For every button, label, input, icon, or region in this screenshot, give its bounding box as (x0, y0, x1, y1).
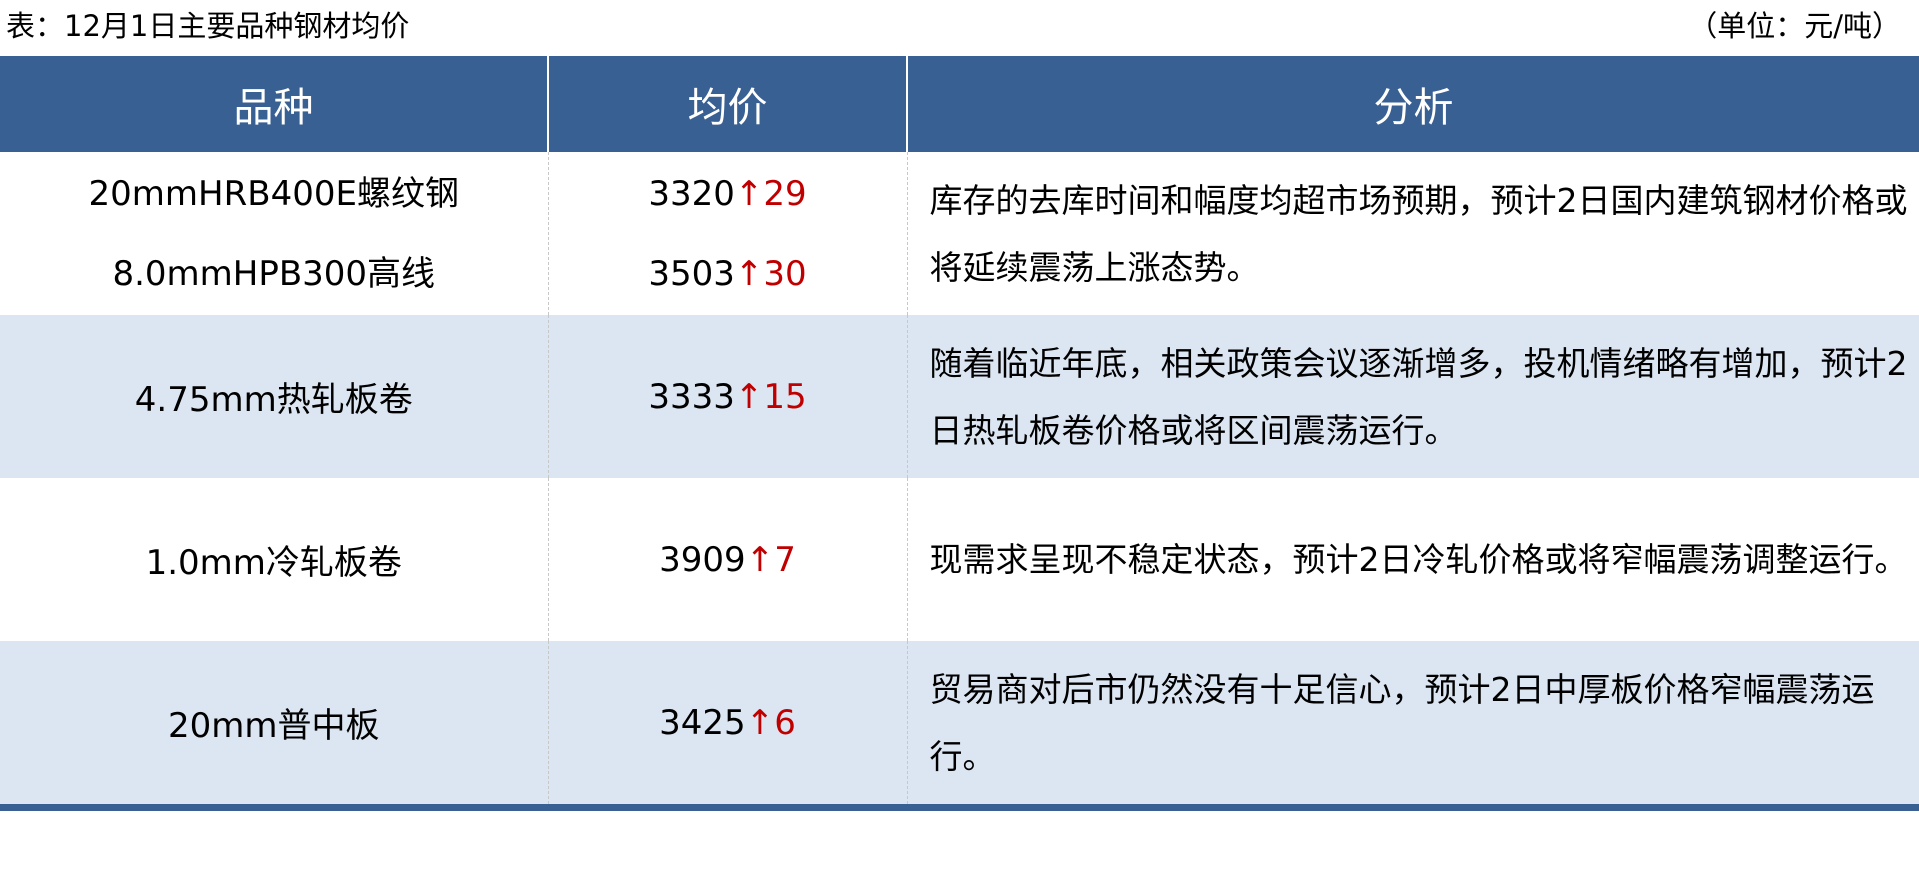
price-cell: 3320↑29 3503↑30 (547, 152, 907, 315)
analysis-cell: 贸易商对后市仍然没有十足信心，预计2日中厚板价格窄幅震荡运行。 (906, 641, 1919, 808)
table-row: 20mm普中板 3425↑6 贸易商对后市仍然没有十足信心，预计2日中厚板价格窄… (0, 641, 1919, 808)
price-change: 6 (774, 702, 796, 743)
price-change: 29 (763, 173, 807, 214)
price-value: 3425 (659, 702, 746, 743)
header-analysis: 分析 (906, 56, 1919, 152)
price-change: 30 (763, 253, 807, 294)
price-value: 3320 (648, 173, 735, 214)
variety-name: 1.0mm冷轧板卷 (145, 543, 402, 583)
price-value: 3503 (648, 253, 735, 294)
variety-cell: 20mmHRB400E螺纹钢 8.0mmHPB300高线 (0, 152, 548, 315)
analysis-cell: 库存的去库时间和幅度均超市场预期，预计2日国内建筑钢材价格或将延续震荡上涨态势。 (906, 152, 1919, 315)
variety-name: 20mm普中板 (0, 641, 548, 808)
table-caption: 表：12月1日主要品种钢材均价 (6, 9, 410, 43)
table-row: 20mmHRB400E螺纹钢 8.0mmHPB300高线 3320↑29 350… (0, 152, 1919, 315)
price-value: 3909 (659, 539, 746, 580)
header-price: 均价 (547, 56, 907, 152)
variety-name: 20mmHRB400E螺纹钢 (88, 173, 459, 214)
arrow-up-icon: ↑ (734, 253, 764, 294)
unit-label: （单位：元/吨） (1688, 9, 1901, 43)
header-variety: 品种 (0, 56, 548, 152)
table-row: 4.75mm热轧板卷 3333↑15 随着临近年底，相关政策会议逐渐增多，投机情… (0, 315, 1919, 478)
price-value: 3333 (648, 376, 735, 417)
analysis-cell: 随着临近年底，相关政策会议逐渐增多，投机情绪略有增加，预计2日热轧板卷价格或将区… (906, 315, 1919, 478)
analysis-cell: 现需求呈现不稳定状态，预计2日冷轧价格或将窄幅震荡调整运行。 (906, 478, 1919, 641)
price-cell: 3333↑15 (547, 315, 907, 478)
arrow-up-icon: ↑ (734, 173, 764, 214)
arrow-up-icon: ↑ (745, 702, 775, 743)
price-cell: 3909↑7 (547, 478, 907, 641)
price-change: 7 (774, 539, 796, 580)
arrow-up-icon: ↑ (745, 539, 775, 580)
steel-price-table: 品种 均价 分析 20mmHRB400E螺纹钢 8.0mmHPB300高线 33… (0, 56, 1919, 811)
price-cell: 3425↑6 (547, 641, 907, 808)
variety-name: 4.75mm热轧板卷 (0, 315, 548, 478)
arrow-up-icon: ↑ (734, 376, 764, 417)
table-row: 1.0mm冷轧板卷 3909↑7 现需求呈现不稳定状态，预计2日冷轧价格或将窄幅… (0, 478, 1919, 641)
variety-name: 8.0mmHPB300高线 (112, 253, 436, 294)
price-change: 15 (763, 376, 807, 417)
header-row: 品种 均价 分析 (0, 56, 1919, 152)
